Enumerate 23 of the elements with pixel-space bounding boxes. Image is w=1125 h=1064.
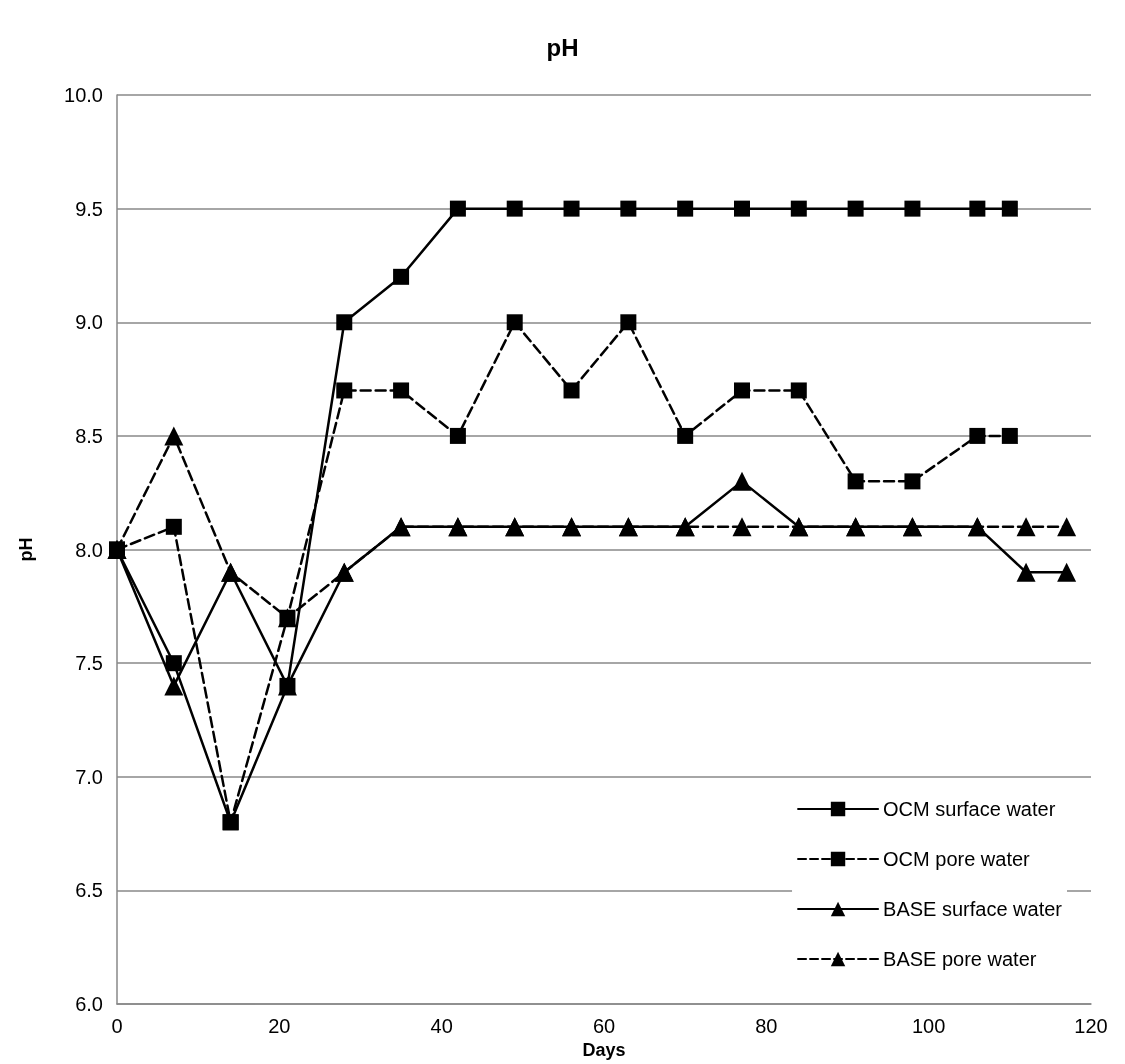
x-tick-label: 20	[268, 1015, 291, 1038]
y-tick-label: 7.0	[75, 765, 103, 788]
chart-title: pH	[546, 33, 579, 61]
legend-label: OCM pore water	[883, 848, 1031, 870]
x-axis-title: Days	[582, 1040, 626, 1060]
legend-label: OCM surface water	[883, 798, 1056, 820]
legend-label: BASE pore water	[883, 948, 1037, 970]
y-tick-label: 9.5	[75, 197, 103, 220]
y-tick-label: 8.0	[75, 538, 103, 561]
y-tick-label: 9.0	[75, 311, 103, 334]
x-tick-label: 80	[755, 1015, 778, 1038]
y-tick-label: 6.5	[75, 879, 103, 902]
legend-label: BASE surface water	[883, 898, 1063, 920]
y-tick-label: 6.0	[75, 993, 103, 1016]
x-tick-label: 40	[430, 1015, 453, 1038]
y-tick-label: 8.5	[75, 424, 103, 447]
x-tick-label: 0	[111, 1015, 123, 1038]
y-tick-label: 7.5	[75, 652, 103, 675]
y-tick-label: 10.0	[64, 84, 103, 106]
y-axis-title: pH	[16, 537, 36, 562]
x-tick-label: 120	[1074, 1015, 1108, 1038]
x-tick-label: 60	[592, 1015, 616, 1038]
x-tick-label: 100	[911, 1015, 946, 1038]
